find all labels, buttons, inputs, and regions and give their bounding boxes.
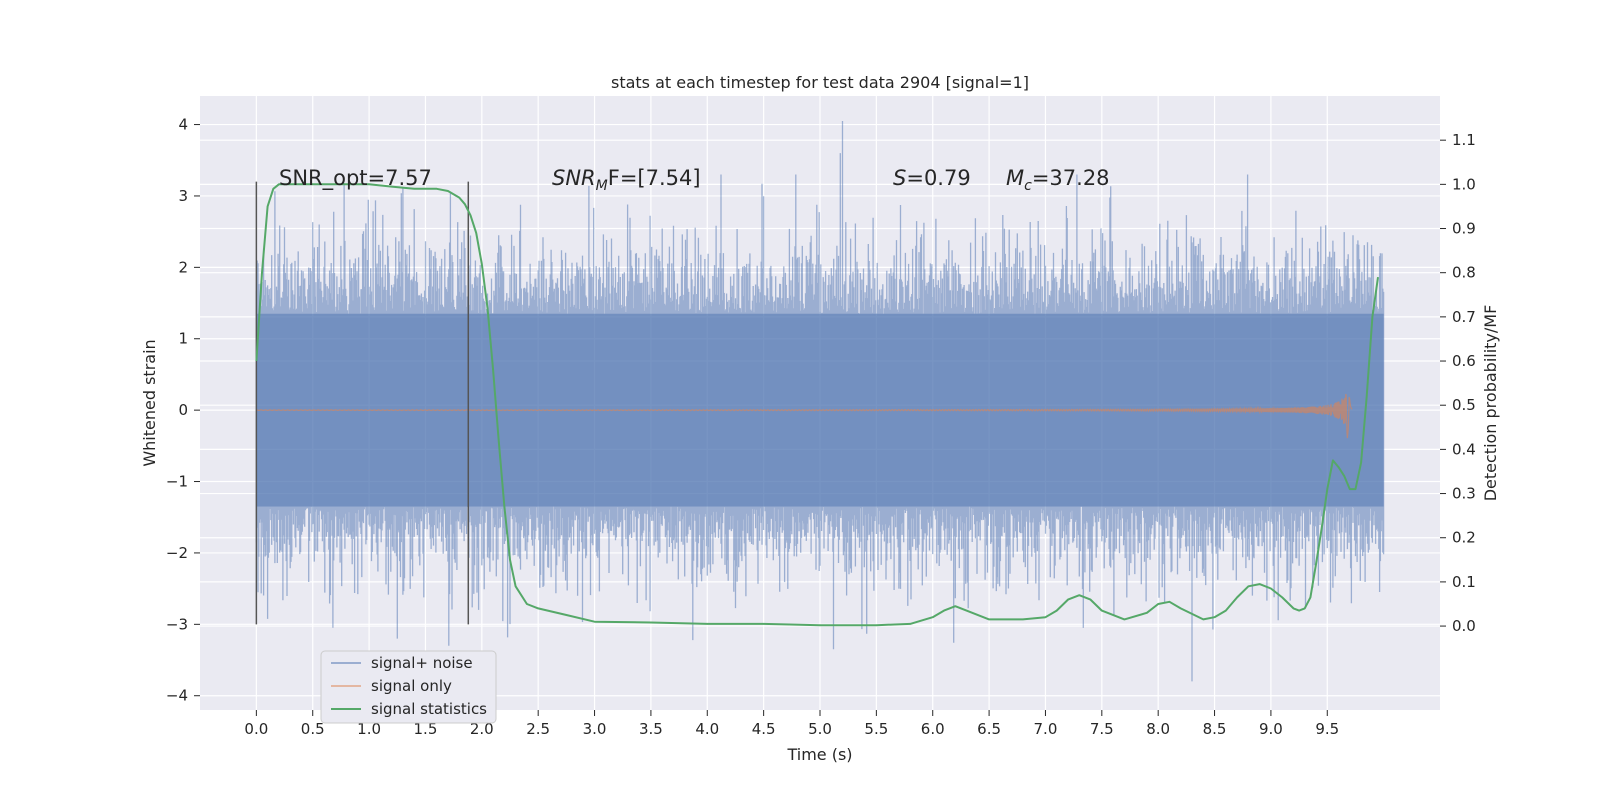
x-tick-label: 5.5	[864, 720, 888, 738]
annotation-mc-rest: =37.28	[1032, 166, 1110, 190]
x-tick-label: 6.0	[921, 720, 945, 738]
y2-tick-label: 0.0	[1452, 617, 1476, 635]
x-tick-label: 6.5	[977, 720, 1001, 738]
annotation-s-base: S	[893, 166, 906, 190]
legend: signal+ noise signal only signal statist…	[320, 650, 497, 724]
x-tick-label: 3.0	[583, 720, 607, 738]
signal-chirp-line	[256, 393, 1353, 439]
x-tick-label: 2.5	[526, 720, 550, 738]
series-signal-only	[256, 393, 1353, 439]
vertical-markers	[255, 181, 470, 625]
legend-label-statistics: signal statistics	[371, 700, 487, 718]
legend-label-signal: signal only	[371, 677, 452, 695]
y2-tick-label: 0.2	[1452, 529, 1476, 547]
annotation-snr-mf-sub: M	[596, 178, 608, 194]
legend-label-noise: signal+ noise	[371, 654, 473, 672]
x-tick-label: 3.5	[639, 720, 663, 738]
y-axis-label: Whitened strain	[140, 339, 159, 466]
annotation-snr-opt: SNR_opt=7.57	[279, 166, 432, 191]
x-tick-label: 0.0	[244, 720, 268, 738]
y2-tick-label: 0.1	[1452, 573, 1476, 591]
annotation-snr-mf-rest: F=[7.54]	[608, 166, 701, 190]
x-tick-label: 9.5	[1315, 720, 1339, 738]
legend-box	[320, 650, 497, 724]
y2-axis-ticks: 1.1 1.0 0.9 0.8 0.7 0.6 0.5 0.4 0.3 0.2 0.1 0.0	[1440, 131, 1476, 635]
y-tick-label: −1	[166, 473, 188, 491]
y2-tick-label: 1.0	[1452, 175, 1476, 193]
y-tick-label: 4	[178, 116, 188, 134]
y-tick-label: 0	[178, 401, 188, 419]
chart-title: stats at each timestep for test data 290…	[611, 73, 1029, 92]
y-tick-label: −4	[166, 687, 188, 705]
y-tick-label: 2	[178, 258, 188, 276]
y2-tick-label: 0.5	[1452, 396, 1476, 414]
annotation-s-rest: =0.79	[906, 166, 970, 190]
series-signal-statistics	[255, 183, 1379, 627]
x-tick-label: 7.0	[1034, 720, 1058, 738]
y2-tick-label: 0.6	[1452, 352, 1476, 370]
annotation-mc: Mc=37.28	[1006, 166, 1110, 194]
y2-tick-label: 0.7	[1452, 308, 1476, 326]
annotation-mc-base: M	[1006, 166, 1024, 190]
y-tick-label: 3	[178, 187, 188, 205]
x-tick-label: 9.0	[1259, 720, 1283, 738]
x-tick-label: 0.5	[301, 720, 325, 738]
y2-tick-label: 0.3	[1452, 485, 1476, 503]
annotation-snr-mf: SNRMF=[7.54]	[552, 166, 701, 194]
y2-tick-label: 1.1	[1452, 131, 1476, 149]
y2-tick-label: 0.8	[1452, 264, 1476, 282]
x-axis-ticks: 0.0 0.5 1.0 1.5 2.0 2.5 3.0 3.5 4.0 4.5 5.0 5.5 6.0 6…	[244, 710, 1339, 738]
y2-axis-label: Detection probability/MF	[1481, 305, 1500, 502]
x-tick-label: 5.0	[808, 720, 832, 738]
y-tick-label: −2	[166, 544, 188, 562]
y2-tick-label: 0.4	[1452, 440, 1476, 458]
y2-tick-label: 0.9	[1452, 220, 1476, 238]
annotation-snr-mf-base: SNR	[552, 166, 596, 190]
x-tick-label: 1.5	[414, 720, 438, 738]
statistics-line	[255, 183, 1379, 627]
y-tick-label: 1	[178, 330, 188, 348]
x-tick-label: 8.5	[1203, 720, 1227, 738]
x-tick-label: 8.0	[1146, 720, 1170, 738]
annotation-s: S=0.79	[893, 166, 971, 190]
x-tick-label: 4.0	[695, 720, 719, 738]
x-tick-label: 7.5	[1090, 720, 1114, 738]
annotation-mc-sub: c	[1024, 178, 1032, 194]
x-axis-label: Time (s)	[786, 745, 852, 764]
x-tick-label: 1.0	[357, 720, 381, 738]
y-axis-ticks: 4 3 2 1 0 −1 −2 −3 −4	[166, 116, 200, 705]
y-tick-label: −3	[166, 615, 188, 633]
x-tick-label: 2.0	[470, 720, 494, 738]
x-tick-label: 4.5	[752, 720, 776, 738]
